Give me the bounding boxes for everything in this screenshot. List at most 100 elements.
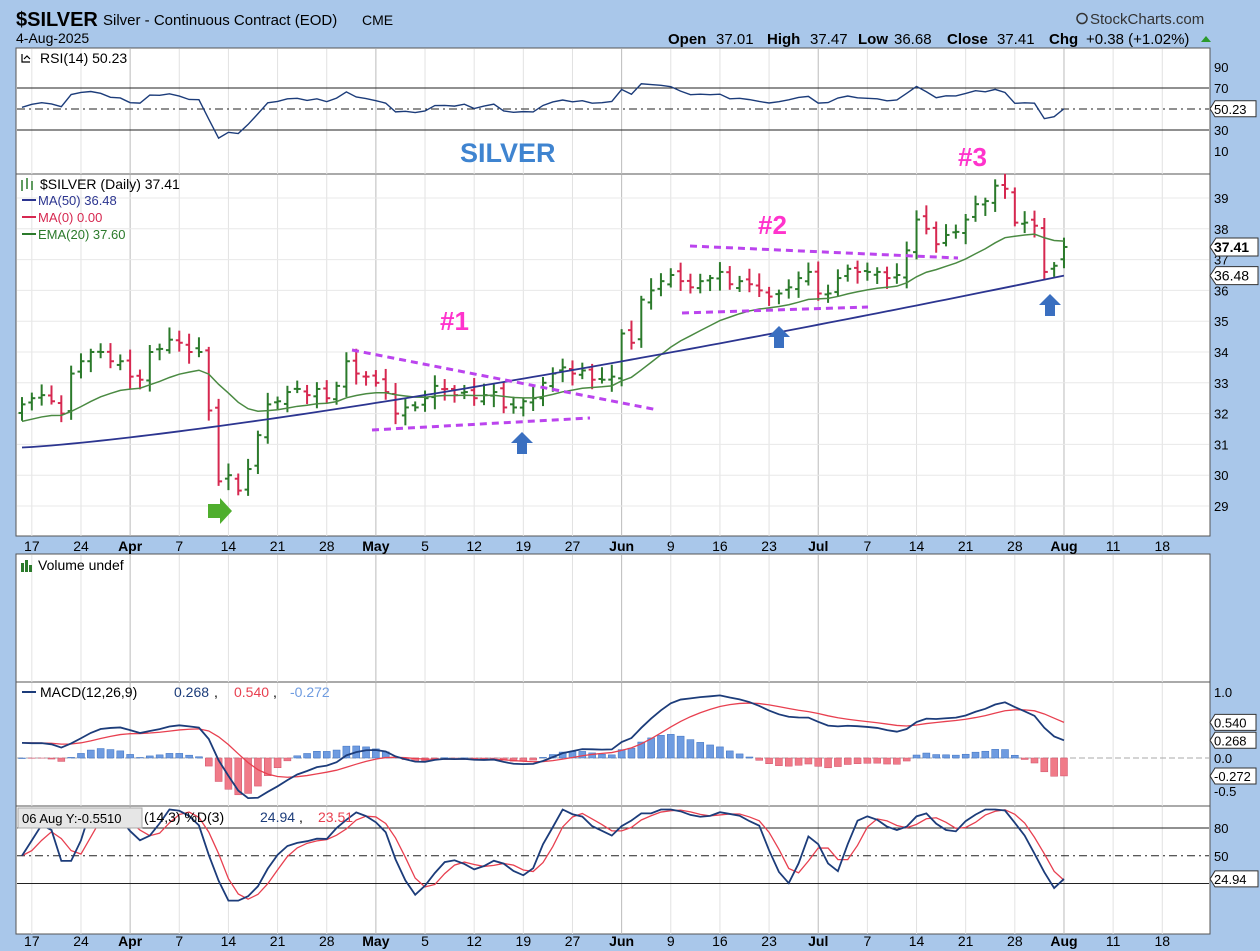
volume-label: Volume undef (38, 557, 124, 573)
macd-histogram-bar (902, 757, 911, 762)
macd-histogram-bar (342, 745, 351, 759)
price-bar (863, 262, 871, 281)
macd-histogram-bar (175, 753, 184, 759)
price-bar (883, 266, 891, 289)
stoch-label: (14,3) %D(3) (144, 809, 224, 825)
x-axis-label: 24 (73, 933, 89, 949)
x-axis-label: 12 (466, 933, 482, 949)
macd-value: 0.268 (174, 684, 209, 700)
price-bar (38, 384, 46, 406)
price-bar (588, 363, 596, 390)
price-bar (706, 274, 714, 292)
macd-histogram-bar (578, 751, 587, 759)
price-bar (568, 360, 576, 386)
legend-main: $SILVER (Daily) 37.41 (40, 176, 180, 192)
x-axis-label: 23 (761, 933, 777, 949)
price-tick-label: 33 (1214, 376, 1228, 391)
macd-histogram-bar (214, 757, 223, 782)
x-axis-label: May (362, 538, 389, 554)
price-bar (18, 397, 26, 421)
rsi-panel (15, 47, 1211, 175)
macd-sep-1: , (214, 684, 218, 700)
macd-histogram-bar (67, 757, 75, 759)
price-bar (382, 368, 390, 400)
ma50-tag-box (1209, 266, 1259, 286)
stoch-k-value: 24.94 (260, 809, 295, 825)
macd-histogram-bar (745, 756, 754, 759)
macd-histogram-bar (1001, 749, 1009, 759)
brand-mark[interactable]: StockCharts.com (1076, 11, 1204, 28)
open-value: 37.01 (716, 31, 754, 48)
rsi-line (21, 83, 1065, 140)
macd-histogram-bar (853, 757, 862, 764)
chart-date: 4-Aug-2025 (16, 30, 89, 46)
macd-value-tag (1209, 731, 1257, 749)
macd-histogram-bar (952, 754, 960, 759)
stochastic-panel (15, 805, 1211, 935)
hist-value: -0.272 (290, 684, 330, 700)
x-axis-label: Apr (118, 538, 143, 554)
macd-histogram-bar (991, 749, 999, 759)
ma50-line (21, 274, 1065, 449)
ema20-line (21, 233, 1065, 423)
macd-legend: MACD(12,26,9) 0.268 , 0.540 , -0.272 (22, 684, 330, 700)
x-axis-label: 21 (958, 933, 974, 949)
price-bar (1021, 211, 1029, 234)
x-axis-label: 7 (175, 933, 183, 949)
price-bar (303, 384, 311, 405)
volume-legend-icon (21, 560, 32, 572)
macd-chart (18, 694, 1068, 800)
ma50-tag-text: 36.48 (1214, 268, 1249, 284)
x-axis-label: 11 (1106, 933, 1121, 949)
macd-histogram-bar (883, 757, 891, 765)
price-bar (1011, 187, 1019, 227)
rsi-legend: RSI(14) 50.23 (40, 50, 127, 66)
macd-value-tag (1209, 767, 1257, 785)
price-bar (677, 262, 685, 291)
ma50-tag: 36.48 (1209, 266, 1259, 286)
price-bar (1050, 262, 1058, 277)
x-axis-label: 21 (958, 538, 974, 554)
price-tick-label: 35 (1214, 314, 1228, 329)
price-chart (18, 173, 1068, 524)
price-bar (470, 378, 478, 406)
macd-histogram-bar (254, 757, 262, 787)
x-axis-label: 14 (221, 538, 237, 554)
price-bar (745, 268, 753, 293)
macd-histogram-bar (313, 751, 321, 759)
stochastic-chart (21, 808, 1065, 902)
price-bar (559, 358, 567, 383)
high-value: 37.47 (810, 31, 848, 48)
macd-histogram-bar (942, 754, 950, 759)
annotation-pattern-1: #1 (440, 306, 469, 336)
price-bar (156, 343, 164, 361)
price-bar (274, 396, 282, 410)
x-axis-label: Apr (118, 933, 143, 949)
macd-histogram-bar (322, 751, 331, 759)
macd-histogram-bar (155, 754, 164, 759)
x-axis-label: 24 (73, 538, 89, 554)
price-legend: $SILVER (Daily) 37.41 MA(50) 36.48 MA(0)… (21, 176, 180, 242)
price-bar (1040, 217, 1048, 281)
macd-tick-label: 1.0 (1214, 685, 1232, 700)
candle-legend-icon (21, 178, 33, 191)
right-arrow-icon (208, 498, 232, 524)
low-value: 36.68 (894, 31, 932, 48)
symbol-label: $SILVER (16, 9, 98, 31)
macd-histogram-bar (627, 747, 636, 759)
price-bar (165, 327, 173, 354)
price-bar (785, 279, 793, 299)
price-bar (510, 396, 517, 414)
close-label: Close (947, 31, 988, 48)
price-bar (126, 349, 134, 389)
axis-labels: 101017172424AprApr77141421212828MayMay55… (24, 60, 1259, 949)
x-axis-label: 17 (24, 538, 40, 554)
price-bar (981, 197, 989, 216)
price-bar (175, 330, 183, 352)
x-axis-label: Aug (1050, 933, 1077, 949)
price-bar (500, 381, 508, 414)
stoch-last-text: 24.94 (1214, 872, 1247, 887)
crosshair-readout: 06 Aug Y:-0.5510 (22, 811, 122, 826)
price-bar (578, 362, 586, 380)
price-bar (254, 430, 262, 474)
